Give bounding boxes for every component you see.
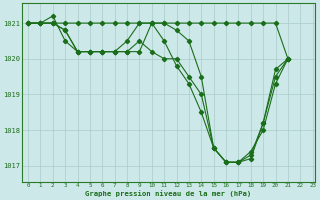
X-axis label: Graphe pression niveau de la mer (hPa): Graphe pression niveau de la mer (hPa)	[85, 190, 252, 197]
